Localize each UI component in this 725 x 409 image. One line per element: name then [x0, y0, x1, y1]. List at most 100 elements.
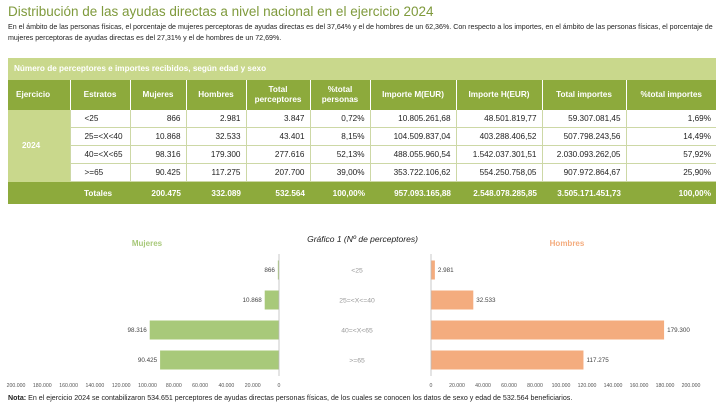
tick-label-left: 80.000: [166, 383, 182, 389]
category-label: >=65: [349, 358, 365, 365]
table-cell: 117.275: [185, 163, 246, 182]
table-cell: 866: [129, 110, 186, 128]
table-row: 40=<X<65 98.316 179.300 277.616 52,13% 4…: [8, 145, 716, 164]
table-row: >=65 90.425 117.275 207.700 39,00% 353.7…: [8, 163, 716, 182]
tick-label-left: 40.000: [218, 383, 234, 389]
data-label-hombres: 2.981: [438, 267, 454, 274]
tick-label-right: 60.000: [501, 383, 517, 389]
header-total-importes: Total importes: [541, 80, 626, 110]
table-cell: 90.425: [129, 163, 186, 182]
table-cell: 488.055.960,54: [369, 145, 456, 164]
data-label-mujeres: 866: [264, 267, 275, 274]
table-cell: [8, 181, 70, 204]
header-pct-personas: %total personas: [309, 80, 370, 110]
legend-hombres: Hombres: [550, 239, 585, 248]
data-label-mujeres: 98.316: [127, 327, 147, 334]
table-cell: 554.250.758,05: [455, 163, 542, 182]
bar-mujeres: [277, 260, 279, 280]
bar-mujeres: [264, 290, 279, 310]
table-cell: 48.501.819,77: [455, 110, 542, 128]
header-estratos: Estratos: [69, 80, 130, 110]
table-cell: 179.300: [185, 145, 246, 164]
table-cell: 207.700: [245, 163, 310, 182]
tick-label-left: 60.000: [192, 383, 208, 389]
tick-label-right: 180.000: [656, 383, 675, 389]
bar-hombres: [431, 350, 584, 370]
header-pct-importes: %total importes: [625, 80, 716, 110]
table-cell: 2.548.078.285,85: [456, 181, 542, 204]
table-cell: 2.030.093.262,05: [541, 145, 626, 164]
year-cell: 2024: [8, 110, 70, 182]
totals-row: Totales 200.475 332.089 532.564 100,00% …: [8, 181, 716, 204]
table-cell: 59.307.081,45: [541, 110, 626, 128]
data-label-mujeres: 90.425: [138, 357, 158, 364]
tick-label-left: 160.000: [59, 383, 78, 389]
table-row: 2024 <25 866 2.981 3.847 0,72% 10.805.26…: [8, 110, 716, 182]
table-cell: 32.533: [185, 127, 246, 146]
data-label-hombres: 117.275: [586, 357, 609, 364]
table-cell: 1.542.037.301,51: [455, 145, 542, 164]
table-cell: 8,15%: [309, 127, 370, 146]
tick-label-right: 200.000: [682, 383, 701, 389]
table-cell: 100,00%: [626, 181, 716, 204]
tick-label-right: 120.000: [578, 383, 597, 389]
page-title: Distribución de las ayudas directas a ni…: [8, 4, 434, 19]
table-cell: 104.509.837,04: [369, 127, 456, 146]
category-label: <25: [351, 268, 363, 275]
header-hombres: Hombres: [185, 80, 246, 110]
footnote: Nota: En el ejercicio 2024 se contabiliz…: [8, 394, 572, 402]
header-importe-h: Importe H(EUR): [455, 80, 542, 110]
header-importe-m: Importe M(EUR): [369, 80, 456, 110]
table-cell: 277.616: [245, 145, 310, 164]
data-label-hombres: 32.533: [476, 297, 496, 304]
bar-hombres: [431, 260, 435, 280]
category-label: 25=<X<=40: [339, 298, 375, 305]
table-cell: 907.972.864,67: [541, 163, 626, 182]
intro-paragraph: En el ámbito de las personas físicas, el…: [8, 23, 713, 42]
tick-label-right: 80.000: [527, 383, 543, 389]
footnote-text: En el ejercicio 2024 se contabilizaron 5…: [26, 394, 573, 402]
bar-hombres: [431, 320, 665, 340]
data-table-wrapper: Número de perceptores e importes recibid…: [8, 58, 716, 204]
tick-label-left: 180.000: [33, 383, 52, 389]
table-header-row: Ejercicio Estratos Mujeres Hombres Total…: [8, 80, 716, 110]
tick-label-left: 140.000: [86, 383, 105, 389]
table-cell: 10.805.261,68: [369, 110, 456, 128]
table-cell: 0,72%: [309, 110, 370, 128]
table-cell: 39,00%: [309, 163, 370, 182]
table-cell: <25: [69, 110, 130, 128]
bar-mujeres: [149, 320, 279, 340]
table-cell: 532.564: [246, 181, 310, 204]
table-cell: 957.093.165,88: [370, 181, 456, 204]
table-cell: 52,13%: [309, 145, 370, 164]
table-cell: 25=<X<40: [69, 127, 130, 146]
header-ejercicio: Ejercicio: [8, 80, 70, 110]
tick-label-right: 160.000: [630, 383, 649, 389]
table-cell: 353.722.106,62: [369, 163, 456, 182]
tick-label-right: 40.000: [475, 383, 491, 389]
table-cell: 3.505.171.451,73: [542, 181, 626, 204]
table-caption: Número de perceptores e importes recibid…: [8, 58, 716, 80]
tick-label-left: 120.000: [112, 383, 131, 389]
table-cell: 2.981: [185, 110, 246, 128]
tick-label-right: 0: [430, 383, 433, 389]
category-label: 40=<X<65: [341, 328, 373, 335]
data-table: Ejercicio Estratos Mujeres Hombres Total…: [8, 80, 716, 204]
table-row: 25=<X<40 10.868 32.533 43.401 8,15% 104.…: [8, 127, 716, 146]
data-label-hombres: 179.300: [667, 327, 690, 334]
chart-title: Gráfico 1 (Nº de perceptores): [307, 234, 418, 244]
table-cell: 1,69%: [625, 110, 716, 128]
footnote-label: Nota:: [8, 394, 27, 402]
table-cell: 40=<X<65: [69, 145, 130, 164]
bar-mujeres: [160, 350, 279, 370]
tick-label-left: 0: [278, 383, 281, 389]
population-chart: Gráfico 1 (Nº de perceptores) Mujeres Homb…: [7, 234, 701, 389]
tick-label-left: 20.000: [245, 383, 261, 389]
table-cell: 200.475: [130, 181, 186, 204]
table-cell: 332.089: [186, 181, 246, 204]
bar-hombres: [431, 290, 474, 310]
tick-label-right: 100.000: [552, 383, 571, 389]
table-cell: >=65: [69, 163, 130, 182]
table-cell: 25,90%: [625, 163, 716, 182]
totals-label: Totales: [70, 181, 130, 204]
